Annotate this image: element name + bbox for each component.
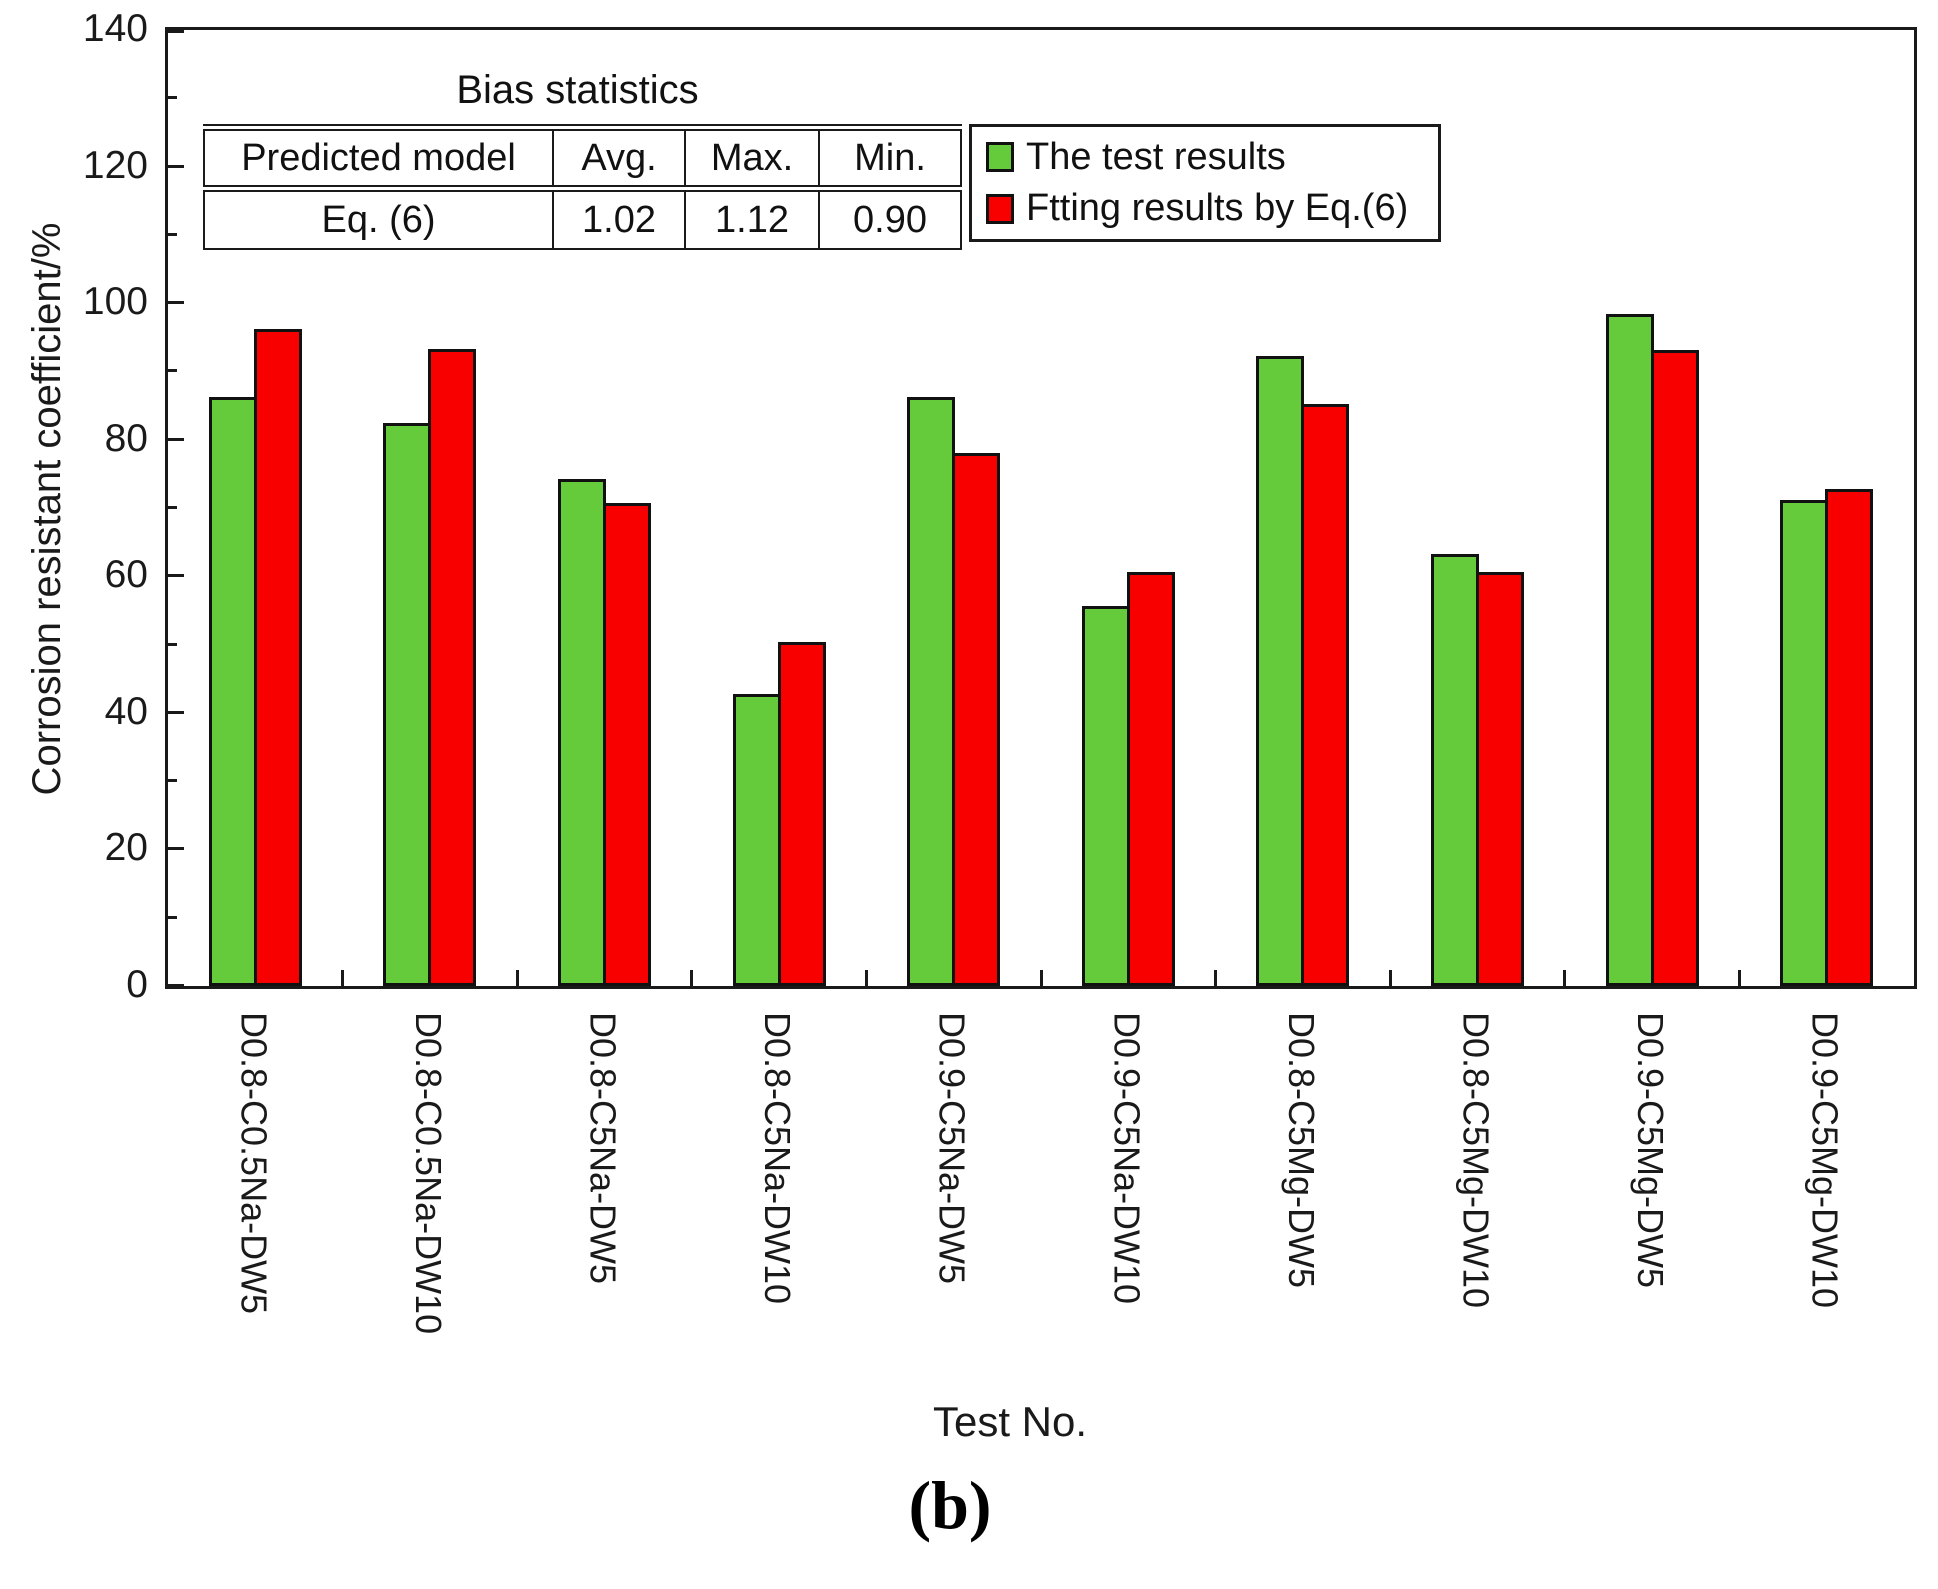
- x-axis-boundary-tick: [1388, 970, 1392, 986]
- legend-swatch-green: [986, 142, 1014, 173]
- legend-label-test-results: The test results: [1026, 135, 1286, 178]
- x-axis-boundary-tick: [1563, 970, 1567, 986]
- y-axis-tick-label: 60: [104, 553, 148, 597]
- bar-test-result: [732, 693, 781, 986]
- bar-fitting-result: [1476, 572, 1524, 986]
- bias-header-predicted-model: Predicted model: [203, 124, 554, 192]
- y-axis-minor-tick: [168, 369, 177, 373]
- x-axis-boundary-tick: [341, 970, 345, 986]
- bias-cell-avg: 1.02: [552, 187, 686, 250]
- x-axis-title: Test No.: [932, 1398, 1088, 1445]
- legend-item-test-results: The test results: [986, 136, 1438, 179]
- x-axis-boundary-tick: [1039, 970, 1043, 986]
- x-axis-category-label: D0.9-C5Na-DW10: [1106, 1012, 1148, 1305]
- bar-test-result: [1431, 554, 1479, 986]
- bar-fitting-result: [1126, 571, 1175, 986]
- y-axis-tick-label: 100: [82, 280, 148, 324]
- bar-test-result: [1605, 314, 1654, 986]
- bias-header-max: Max.: [684, 124, 820, 192]
- x-axis-category-label: D0.9-C5Mg-DW5: [1630, 1012, 1672, 1289]
- bar-test-result: [1081, 606, 1130, 986]
- bar-fitting-result: [1650, 349, 1699, 986]
- y-axis-title: Corrosion resistant coefficient/%: [25, 222, 69, 796]
- bar-fitting-result: [777, 641, 826, 986]
- y-axis-major-tick: [168, 847, 184, 851]
- y-axis-major-tick: [168, 164, 184, 168]
- bar-fitting-result: [603, 503, 651, 986]
- y-axis-minor-tick: [168, 642, 177, 646]
- bar-fitting-result: [952, 453, 1001, 986]
- legend-swatch-red: [986, 193, 1014, 224]
- legend-label-fitting-results: Ftting results by Eq.(6): [1026, 187, 1409, 230]
- bar-test-result: [383, 422, 432, 986]
- bar-test-result: [907, 397, 956, 986]
- y-axis-tick-label: 20: [104, 826, 148, 870]
- bias-cell-max: 1.12: [684, 187, 820, 250]
- x-axis-boundary-tick: [515, 970, 519, 986]
- x-axis-category-label: D0.8-C0.5Na-DW5: [233, 1012, 275, 1315]
- y-axis-tick-label: 80: [104, 416, 148, 460]
- bar-fitting-result: [253, 329, 302, 986]
- y-axis-tick-label: 120: [82, 143, 148, 187]
- x-axis-boundary-tick: [1214, 970, 1218, 986]
- bar-test-result: [208, 396, 257, 986]
- y-axis-major-tick: [168, 710, 184, 714]
- x-axis-category-label: D0.8-C5Na-DW10: [757, 1012, 799, 1305]
- bias-header-avg: Avg.: [552, 124, 686, 192]
- legend-item-fitting-results: Ftting results by Eq.(6): [986, 187, 1438, 230]
- bar-fitting-result: [428, 348, 477, 986]
- y-axis-tick-label: 140: [82, 7, 148, 50]
- bar-test-result: [1780, 499, 1829, 986]
- bias-table-data-row: Eq. (6) 1.02 1.12 0.90: [203, 187, 962, 250]
- x-axis-category-label: D0.8-C5Na-DW5: [582, 1012, 624, 1285]
- y-axis-major-tick: [168, 984, 184, 987]
- y-axis-major-tick: [168, 437, 184, 441]
- figure-caption: (b): [908, 1467, 992, 1543]
- y-axis-minor-tick: [168, 915, 177, 919]
- y-axis-minor-tick: [168, 96, 177, 100]
- y-axis-major-tick: [168, 301, 184, 305]
- bar-test-result: [558, 479, 606, 986]
- bias-cell-min: 0.90: [818, 187, 962, 250]
- y-axis-minor-tick: [168, 232, 177, 236]
- y-axis-major-tick: [168, 574, 184, 578]
- bias-table-header-row: Predicted model Avg. Max. Min.: [203, 124, 962, 192]
- x-axis-category-label: D0.8-C5Mg-DW5: [1280, 1012, 1322, 1289]
- bar-test-result: [1256, 355, 1305, 986]
- y-axis-major-tick: [168, 30, 184, 33]
- y-axis-tick-label: 40: [104, 689, 148, 733]
- bar-fitting-result: [1825, 488, 1874, 986]
- legend: The test results Ftting results by Eq.(6…: [969, 124, 1441, 242]
- bias-cell-model: Eq. (6): [203, 187, 554, 250]
- y-axis-minor-tick: [168, 779, 177, 783]
- x-axis-category-label: D0.8-C5Mg-DW10: [1455, 1012, 1497, 1309]
- y-axis-minor-tick: [168, 506, 177, 509]
- x-axis-category-label: D0.8-C0.5Na-DW10: [407, 1012, 449, 1335]
- bias-statistics-table: Predicted model Avg. Max. Min. Eq. (6) 1…: [203, 124, 962, 250]
- x-axis-category-label: D0.9-C5Na-DW5: [931, 1012, 973, 1285]
- x-axis-category-label: D0.9-C5Mg-DW10: [1804, 1012, 1846, 1309]
- x-axis-boundary-tick: [690, 970, 694, 986]
- x-axis-boundary-tick: [1737, 970, 1741, 986]
- y-axis-tick-label: 0: [126, 963, 148, 1006]
- x-axis-boundary-tick: [864, 970, 868, 986]
- bias-table-title: Bias statistics: [456, 68, 699, 112]
- bar-fitting-result: [1301, 404, 1350, 986]
- bias-header-min: Min.: [818, 124, 962, 192]
